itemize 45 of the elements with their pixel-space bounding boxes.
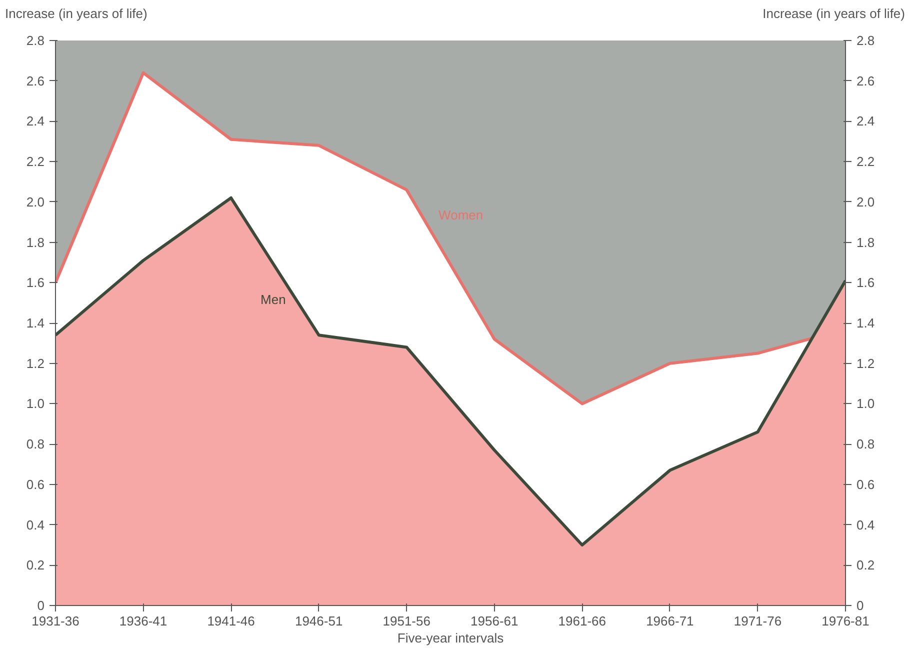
y-tick-label: 2.2 bbox=[26, 154, 45, 170]
x-tick-label: 1941-46 bbox=[207, 614, 255, 628]
y2-tick-label: 1.8 bbox=[856, 234, 875, 250]
series-label: Men bbox=[260, 292, 286, 308]
y2-tick-label: 2.4 bbox=[856, 114, 875, 129]
y2-tick-label: 1.4 bbox=[856, 316, 875, 330]
x-tick-label: 1966-71 bbox=[646, 614, 694, 628]
y2-tick-label: 1.6 bbox=[856, 275, 875, 290]
x-tick-label: 1936-41 bbox=[119, 614, 168, 628]
y-tick-label: 1.0 bbox=[26, 396, 45, 412]
y2-axis-title: Increase (in years of life) bbox=[762, 5, 905, 23]
y2-tick-label: 1.2 bbox=[856, 356, 875, 371]
y-tick-label: 2.6 bbox=[26, 73, 45, 88]
y2-tick-label: 0.6 bbox=[856, 476, 875, 492]
y-tick-label: 0.6 bbox=[26, 476, 45, 492]
series-label: Women bbox=[438, 208, 484, 223]
y-tick-label: 2.8 bbox=[26, 33, 45, 48]
x-tick-label: 1951-56 bbox=[382, 614, 430, 628]
x-tick-label: 1931-36 bbox=[32, 614, 80, 628]
y2-tick-label: 0 bbox=[856, 598, 864, 613]
y-tick-label: 0.2 bbox=[26, 558, 45, 573]
x-tick-label: 1946-51 bbox=[294, 614, 343, 628]
y-tick-label: 1.6 bbox=[26, 275, 45, 290]
x-tick-label: 1971-76 bbox=[734, 614, 782, 628]
y-tick-label: 1.4 bbox=[26, 316, 45, 330]
y2-tick-label: 0.2 bbox=[856, 558, 875, 573]
y-tick-label: 0.8 bbox=[26, 436, 45, 452]
y-axis-title: Increase (in years of life) bbox=[5, 5, 148, 23]
x-tick-label: 1961-66 bbox=[558, 614, 606, 628]
y-tick-label: 0 bbox=[37, 598, 45, 613]
y2-tick-label: 2.0 bbox=[856, 194, 875, 210]
y2-tick-label: 2.6 bbox=[856, 73, 875, 88]
y2-tick-label: 2.2 bbox=[856, 154, 875, 170]
x-tick-label: 1976-81 bbox=[822, 614, 870, 628]
x-tick-label: 1956-61 bbox=[470, 614, 518, 628]
x-axis-title: Five-year intervals bbox=[397, 630, 504, 646]
y2-tick-label: 2.8 bbox=[856, 33, 875, 48]
y2-tick-label: 1.0 bbox=[856, 396, 875, 412]
y2-tick-label: 0.8 bbox=[856, 436, 875, 452]
y-tick-label: 1.8 bbox=[26, 234, 45, 250]
y2-tick-label: 0.4 bbox=[856, 517, 875, 532]
y-tick-label: 2.4 bbox=[26, 114, 45, 129]
y-tick-label: 2.0 bbox=[26, 194, 45, 210]
y-tick-label: 1.2 bbox=[26, 356, 45, 371]
y-tick-label: 0.4 bbox=[26, 517, 45, 532]
